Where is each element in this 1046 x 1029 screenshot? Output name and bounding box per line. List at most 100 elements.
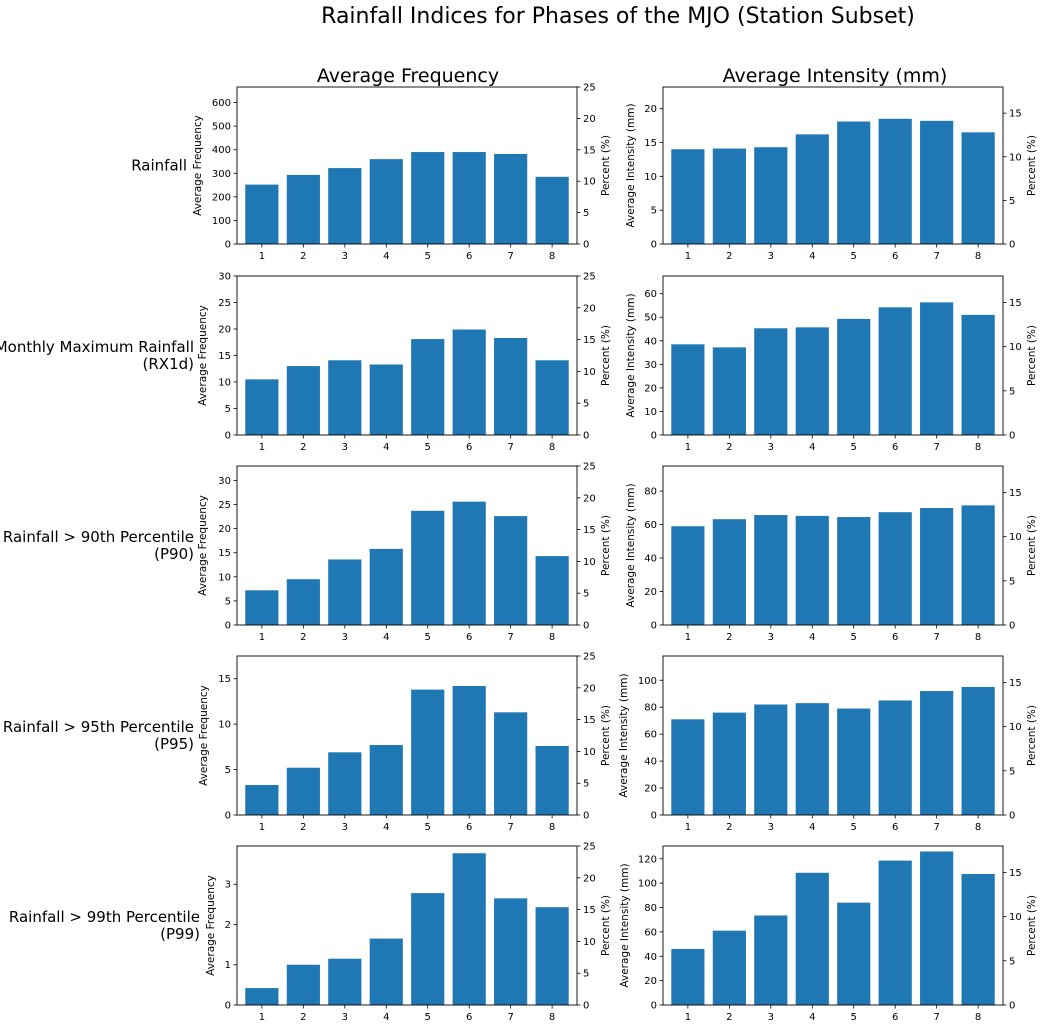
bar-phase-1: [245, 785, 279, 815]
y-axis-label: Average Frequency: [205, 875, 217, 976]
x-tick-label: 8: [975, 632, 981, 643]
y-tick-label: 20: [644, 976, 657, 987]
bar-phase-1: [245, 590, 279, 625]
y2-tick-label: 0: [1009, 240, 1015, 251]
y2-axis-label: Percent (%): [1026, 895, 1038, 956]
x-tick-label: 2: [726, 251, 732, 262]
bar-phase-4: [369, 938, 403, 1005]
y-tick-label: 0: [225, 621, 231, 632]
row-label-4-line-2: (P95): [154, 735, 194, 753]
bar-phase-3: [328, 559, 362, 625]
y-tick-label: 60: [644, 520, 657, 531]
y-tick-label: 20: [644, 784, 657, 795]
y2-axis-label: Percent (%): [1026, 135, 1038, 196]
bar-phase-4: [369, 745, 403, 815]
axes-frame: [662, 845, 1004, 1006]
y-axis-label: Average Intensity (mm): [618, 673, 630, 797]
y-axis-label: Average Intensity (mm): [625, 293, 637, 417]
bar-phase-5: [411, 689, 445, 815]
bar-phase-4: [795, 327, 829, 435]
x-tick-label: 7: [933, 822, 939, 833]
y2-tick-label: 0: [583, 431, 589, 442]
y-tick-label: 10: [644, 407, 657, 418]
x-tick-label: 5: [851, 822, 857, 833]
y-tick-label: 80: [644, 487, 657, 498]
bar-phase-6: [452, 329, 486, 435]
x-tick-label: 4: [809, 251, 815, 262]
y-tick-label: 50: [644, 313, 657, 324]
y-tick-label: 200: [212, 192, 231, 203]
y2-tick-label: 5: [1009, 766, 1015, 777]
x-tick-label: 1: [685, 632, 691, 643]
y2-axis-label: Percent (%): [600, 705, 612, 766]
x-tick-label: 3: [768, 632, 774, 643]
x-tick-label: 4: [383, 632, 389, 643]
y2-tick-label: 10: [1009, 912, 1022, 923]
y-tick-label: 60: [644, 289, 657, 300]
bar-phase-1: [245, 379, 279, 435]
x-tick-label: 2: [726, 1012, 732, 1023]
y-tick-label: 30: [218, 476, 231, 487]
x-tick-label: 5: [425, 442, 431, 453]
x-tick-label: 6: [466, 442, 472, 453]
y2-tick-label: 0: [1009, 811, 1015, 822]
panel-r2-c2: 1 2 3 4 5 6 7 8 0 10 20 30 40 50 60 0 5 10 15 Average Inten…: [625, 275, 1038, 453]
x-tick-label: 7: [933, 1012, 939, 1023]
x-tick-label: 8: [549, 251, 555, 262]
y-tick-label: 25: [218, 500, 231, 511]
bar-phase-7: [494, 516, 528, 625]
bar-phase-8: [961, 686, 995, 815]
y2-tick-label: 5: [1009, 956, 1015, 967]
y-tick-label: 1: [225, 960, 231, 971]
y-tick-label: 25: [218, 298, 231, 309]
y2-axis-label: Percent (%): [1026, 515, 1038, 576]
bar-phase-6: [452, 685, 486, 815]
x-tick-label: 1: [685, 822, 691, 833]
y2-tick-label: 10: [1009, 722, 1022, 733]
y-tick-label: 30: [218, 272, 231, 283]
panel-r2-c1: 1 2 3 4 5 6 7 8 0 5 10 15 20 25 30 0 5 10 15 20 25 Average Fr…: [197, 272, 612, 454]
y2-tick-label: 5: [583, 779, 589, 790]
x-tick-label: 2: [726, 822, 732, 833]
bar-phase-7: [494, 898, 528, 1005]
y-tick-label: 5: [651, 206, 657, 217]
bar-phase-3: [328, 360, 362, 435]
x-tick-label: 1: [259, 251, 265, 262]
x-tick-label: 7: [933, 251, 939, 262]
y-tick-label: 60: [644, 730, 657, 741]
x-tick-label: 8: [975, 1012, 981, 1023]
y-tick-label: 40: [644, 757, 657, 768]
y2-tick-label: 25: [583, 842, 596, 853]
bar-phase-6: [878, 307, 912, 435]
x-tick-label: 1: [685, 1012, 691, 1023]
bar-phase-5: [411, 893, 445, 1005]
y2-tick-label: 15: [583, 905, 596, 916]
chart-panels: 1 2 3 4 5 6 7 801002003004005006000510152025Ave…: [192, 83, 1038, 1024]
y2-tick-label: 20: [583, 683, 596, 694]
bar-phase-5: [411, 339, 445, 435]
panel-r4-c1: 1 2 3 4 5 6 7 8 0 5 10 15 0 5 10 15 20 25 Average Frequenc…: [198, 652, 612, 834]
x-tick-label: 6: [892, 822, 898, 833]
y-tick-label: 15: [218, 351, 231, 362]
x-tick-label: 1: [259, 442, 265, 453]
x-tick-label: 8: [549, 822, 555, 833]
bar-phase-2: [712, 519, 746, 625]
y-axis-label: Average Frequency: [192, 115, 204, 216]
bar-phase-3: [328, 168, 362, 244]
y-tick-label: 0: [651, 621, 657, 632]
x-tick-label: 4: [383, 442, 389, 453]
x-tick-label: 1: [685, 442, 691, 453]
row-label-3-line-1: Rainfall > 90th Percentile: [3, 528, 194, 546]
bar-phase-7: [920, 302, 954, 435]
y-tick-label: 300: [212, 169, 231, 180]
bar-phase-7: [494, 338, 528, 435]
bar-phase-2: [712, 148, 746, 244]
y2-tick-label: 0: [1009, 621, 1015, 632]
y2-tick-label: 15: [583, 335, 596, 346]
y2-tick-label: 5: [583, 969, 589, 980]
bar-phase-4: [369, 364, 403, 435]
bar-phase-1: [671, 149, 705, 244]
y2-tick-label: 15: [583, 525, 596, 536]
row-labels: Rainfall Monthly Maximum Rainfall(RX1d) Ra…: [0, 157, 200, 944]
